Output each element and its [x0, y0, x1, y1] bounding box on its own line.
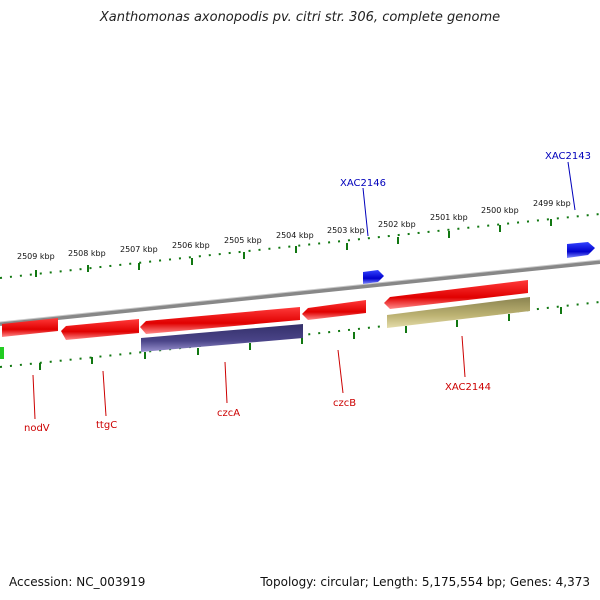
scale-label: 2500 kbp	[481, 206, 519, 215]
genome-summary: Topology: circular; Length: 5,175,554 bp…	[260, 575, 590, 589]
domain-band-czcA[interactable]	[141, 324, 303, 352]
scale-label: 2506 kbp	[172, 241, 210, 250]
leader-line-czcA	[224, 361, 228, 404]
scale-label: 2504 kbp	[276, 231, 314, 240]
leader-line-XAC2144	[461, 335, 466, 378]
gene-czcA[interactable]	[140, 307, 300, 334]
upper-tick-track	[0, 213, 600, 279]
gene-label-nodV[interactable]: nodV	[24, 423, 50, 434]
scale-label: 2508 kbp	[68, 249, 106, 258]
gene-label-XAC2146[interactable]: XAC2146	[340, 178, 386, 189]
scale-label: 2501 kbp	[430, 213, 468, 222]
leader-line-czcB	[337, 349, 344, 394]
gene-label-XAC2144[interactable]: XAC2144	[445, 382, 491, 393]
gene-label-czcB[interactable]: czcB	[333, 398, 356, 409]
gene-label-ttgC[interactable]: ttgC	[96, 420, 117, 431]
gene-label-czcA[interactable]: czcA	[217, 408, 240, 419]
leader-line-XAC2143	[567, 161, 576, 211]
scale-label: 2505 kbp	[224, 236, 262, 245]
gene-nodV[interactable]	[2, 318, 58, 337]
lower-major-ticks	[39, 307, 562, 370]
scale-label: 2502 kbp	[378, 220, 416, 229]
scale-label: 2499 kbp	[533, 199, 571, 208]
gene-XAC2143[interactable]	[567, 242, 595, 258]
gene-XAC2144[interactable]	[384, 280, 528, 309]
genome-backbone-highlight	[0, 259, 600, 323]
leader-line-XAC2146	[362, 187, 369, 237]
gene-ttgC[interactable]	[61, 319, 139, 340]
left-edge-feature	[0, 347, 4, 359]
gene-XAC2146[interactable]	[363, 270, 384, 284]
leader-line-ttgC	[102, 370, 107, 417]
accession-text: Accession: NC_003919	[9, 575, 146, 589]
domain-band-XAC2144[interactable]	[387, 297, 530, 328]
leader-line-nodV	[32, 374, 36, 420]
gene-czcB[interactable]	[302, 300, 366, 320]
genome-backbone	[0, 260, 600, 326]
scale-label: 2503 kbp	[327, 226, 365, 235]
scale-label: 2507 kbp	[120, 245, 158, 254]
genome-title: Xanthomonas axonopodis pv. citri str. 30…	[99, 10, 501, 25]
gene-label-XAC2143[interactable]: XAC2143	[545, 151, 591, 162]
upper-major-ticks	[35, 219, 552, 277]
scale-label: 2509 kbp	[17, 252, 55, 261]
